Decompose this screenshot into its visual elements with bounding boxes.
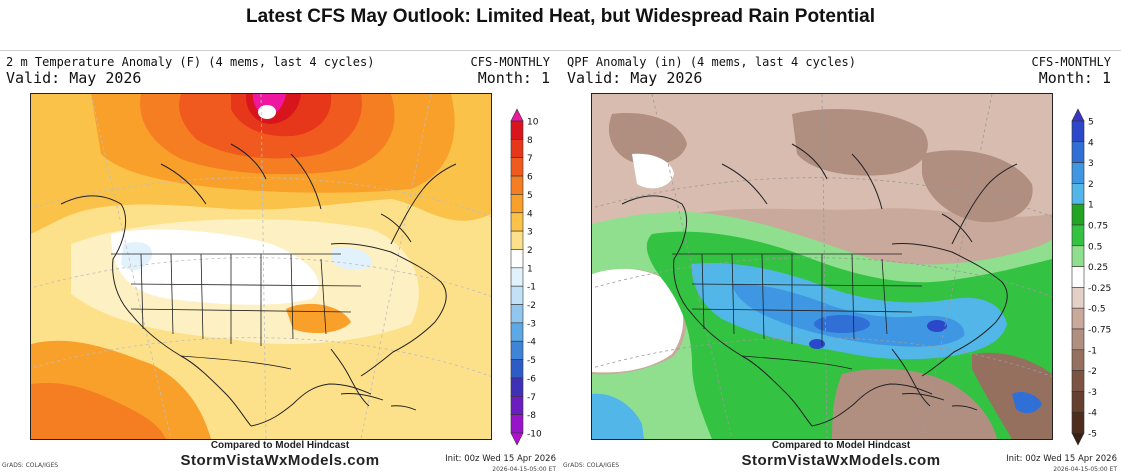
temperature-colorbar-label: 2 [527, 246, 533, 256]
precipitation-colorbar-label: -2 [1088, 367, 1097, 377]
precipitation-colorbar-swatch [1071, 224, 1085, 247]
page-title: Latest CFS May Outlook: Limited Heat, bu… [245, 6, 875, 27]
temperature-colorbar-label: 5 [527, 191, 533, 201]
temperature-colorbar-swatch [510, 230, 524, 250]
temperature-colorbar-label: 7 [527, 154, 533, 164]
temperature-colorbar-swatch [510, 194, 524, 214]
temperature-panel-header: 2 m Temperature Anomaly (F) (4 mems, las… [6, 55, 375, 69]
temperature-colorbar-swatch [510, 432, 524, 446]
precipitation-colorbar-swatch [1071, 266, 1085, 288]
credit-compared-right: Compared to Model Hindcast [771, 440, 911, 451]
precipitation-colorbar-label: 4 [1088, 138, 1094, 148]
temperature-colorbar-label: -8 [527, 411, 536, 421]
temperature-panel-model: CFS-MONTHLY [470, 55, 550, 69]
precipitation-colorbar-swatch [1071, 245, 1085, 267]
precipitation-colorbar-swatch [1071, 328, 1085, 351]
precipitation-colorbar-label: 5 [1088, 118, 1094, 128]
temperature-colorbar-swatch [510, 414, 524, 434]
temperature-colorbar-swatch [510, 175, 524, 195]
precipitation-colorbar-label: 0.25 [1088, 263, 1108, 273]
temperature-colorbar-swatch [510, 304, 524, 324]
precipitation-colorbar-swatch [1071, 162, 1085, 184]
init-line-left: Init: 00z Wed 15 Apr 2026 [445, 454, 556, 464]
precipitation-colorbar-swatch [1071, 120, 1085, 143]
temperature-colorbar-label: 6 [527, 173, 533, 183]
temperature-colorbar-swatch [510, 108, 524, 122]
temperature-colorbar-swatch [510, 267, 524, 287]
temperature-panel-valid: Valid: May 2026 [6, 69, 142, 87]
precipitation-colorbar-swatch [1071, 370, 1085, 392]
precipitation-colorbar-label: 3 [1088, 159, 1094, 169]
precipitation-colorbar-label: -0.75 [1088, 326, 1111, 336]
credit-compared-left: Compared to Model Hindcast [210, 440, 350, 451]
precipitation-colorbar-swatch [1071, 203, 1085, 226]
precipitation-colorbar: 5 4 3 2 1 0.75 0.5 0.25 -0.25 -0.5 -0.75 -1 -2 -3 -4 -5 [1071, 108, 1111, 446]
precipitation-colorbar-swatch [1071, 432, 1085, 446]
precipitation-colorbar-label: 0.75 [1088, 222, 1108, 232]
precipitation-colorbar-label: 2 [1088, 180, 1094, 190]
precipitation-panel-header: QPF Anomaly (in) (4 mems, last 4 cycles) [567, 55, 856, 69]
temperature-colorbar-label: 8 [527, 136, 533, 146]
temperature-panel-month: Month: 1 [477, 69, 550, 87]
precipitation-colorbar-label: 0.5 [1088, 242, 1102, 252]
temperature-panel: 2 m Temperature Anomaly (F) (4 mems, las… [0, 52, 560, 474]
precipitation-colorbar-swatch [1071, 287, 1085, 309]
temperature-colorbar-swatch [510, 377, 524, 397]
precipitation-colorbar-swatch [1071, 411, 1085, 434]
precipitation-colorbar-swatch [1071, 108, 1085, 122]
temperature-colorbar-swatch [510, 359, 524, 379]
temperature-colorbar-swatch [510, 285, 524, 305]
precipitation-colorbar-swatch [1071, 183, 1085, 205]
temperature-colorbar-swatch [510, 120, 524, 140]
init-stamp-right: 2026-04-15-05:00 ET [1053, 466, 1117, 473]
precipitation-colorbar-label: -4 [1088, 409, 1097, 419]
credit-site-right: StormVistaWxModels.com [741, 452, 941, 469]
temperature-colorbar-label: -1 [527, 283, 536, 293]
init-line-right: Init: 00z Wed 15 Apr 2026 [1006, 454, 1117, 464]
temperature-colorbar-label: -5 [527, 356, 536, 366]
title-divider [0, 50, 1121, 51]
temperature-colorbar: 10 8 7 6 5 4 3 2 1 -1 -2 -3 -4 -5 -6 -7 -8 -10 [510, 108, 542, 446]
temperature-colorbar-label: -6 [527, 374, 536, 384]
temperature-colorbar-label: -10 [527, 430, 542, 440]
temperature-colorbar-label: 1 [527, 264, 533, 274]
precipitation-panel: QPF Anomaly (in) (4 mems, last 4 cycles)… [561, 52, 1121, 474]
temperature-colorbar-label: -7 [527, 393, 536, 403]
temperature-colorbar-label: 10 [527, 118, 539, 128]
temperature-colorbar-swatch [510, 322, 524, 342]
temperature-anomaly-map [30, 93, 492, 440]
init-stamp-left: 2026-04-15-05:00 ET [492, 466, 556, 473]
grads-tag-left: GrADS: COLA/IGES [2, 462, 59, 469]
precipitation-colorbar-label: -0.5 [1088, 305, 1106, 315]
temperature-colorbar-swatch [510, 157, 524, 177]
precipitation-colorbar-label: 1 [1088, 201, 1094, 211]
precipitation-colorbar-swatch [1071, 391, 1085, 413]
precipitation-colorbar-label: -1 [1088, 346, 1097, 356]
precipitation-panel-model: CFS-MONTHLY [1031, 55, 1111, 69]
precipitation-colorbar-label: -0.25 [1088, 284, 1111, 294]
precipitation-colorbar-swatch [1071, 307, 1085, 330]
temperature-colorbar-swatch [510, 139, 524, 159]
temperature-colorbar-swatch [510, 340, 524, 360]
precipitation-anomaly-map [591, 93, 1053, 440]
precipitation-colorbar-swatch [1071, 141, 1085, 163]
temperature-colorbar-swatch [510, 212, 524, 232]
temperature-colorbar-label: -3 [527, 319, 536, 329]
temperature-colorbar-label: 4 [527, 209, 533, 219]
precipitation-colorbar-label: -5 [1088, 430, 1097, 440]
temperature-colorbar-swatch [510, 249, 524, 269]
temperature-colorbar-label: -2 [527, 301, 536, 311]
temperature-colorbar-label: -4 [527, 338, 536, 348]
precipitation-colorbar-label: -3 [1088, 388, 1097, 398]
precipitation-panel-month: Month: 1 [1038, 69, 1111, 87]
precipitation-colorbar-swatch [1071, 349, 1085, 371]
temperature-colorbar-swatch [510, 395, 524, 415]
precipitation-panel-valid: Valid: May 2026 [567, 69, 703, 87]
credit-site-left: StormVistaWxModels.com [180, 452, 380, 469]
grads-tag-right: GrADS: COLA/IGES [563, 462, 620, 469]
temperature-colorbar-label: 3 [527, 228, 533, 238]
